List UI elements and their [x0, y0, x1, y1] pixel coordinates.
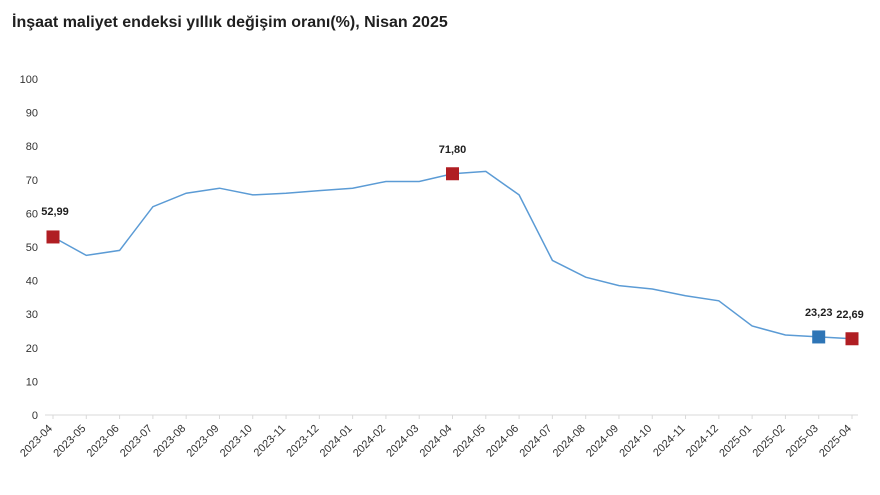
highlight-marker	[46, 230, 60, 244]
y-tick-label: 60	[26, 208, 38, 220]
data-label: 22,69	[836, 309, 864, 321]
x-tick-label: 2023-08	[151, 423, 188, 460]
x-tick-label: 2023-07	[118, 423, 155, 460]
x-tick-label: 2024-02	[351, 423, 388, 460]
y-tick-label: 0	[32, 410, 38, 422]
x-tick-label: 2024-10	[617, 423, 654, 460]
x-tick-label: 2023-06	[85, 423, 122, 460]
x-tick-label: 2025-02	[751, 423, 788, 460]
y-tick-label: 20	[26, 343, 38, 355]
x-tick-label: 2023-09	[185, 423, 222, 460]
x-tick-label: 2023-11	[252, 423, 288, 459]
y-tick-label: 30	[26, 309, 38, 321]
x-tick-label: 2024-09	[584, 423, 621, 460]
x-tick-label: 2024-05	[451, 423, 488, 460]
y-tick-label: 50	[26, 242, 38, 254]
x-tick-label: 2023-04	[18, 423, 55, 460]
x-tick-label: 2023-05	[51, 423, 88, 460]
y-tick-label: 40	[26, 276, 38, 288]
y-tick-label: 10	[26, 376, 38, 388]
x-tick-label: 2025-04	[817, 423, 854, 460]
chart-title: İnşaat maliyet endeksi yıllık değişim or…	[12, 14, 448, 31]
x-tick-label: 2025-01	[717, 423, 754, 460]
data-label: 52,99	[41, 206, 69, 218]
x-tick-label: 2024-07	[517, 423, 554, 460]
y-tick-label: 90	[26, 108, 38, 120]
series-line	[52, 170, 853, 340]
x-tick-label: 2024-11	[651, 423, 687, 459]
x-tick-label: 2024-08	[551, 423, 588, 460]
x-tick-label: 2024-04	[418, 423, 455, 460]
y-tick-label: 80	[26, 141, 38, 153]
x-tick-label: 2024-01	[318, 423, 355, 460]
plot-area: 52,99 71,80 23,23 22,69	[41, 144, 864, 346]
y-tick-label: 70	[26, 175, 38, 187]
x-tick-label: 2024-06	[484, 423, 521, 460]
highlight-marker	[845, 332, 859, 346]
y-tick-label: 100	[20, 74, 38, 86]
x-tick-label: 2023-10	[218, 423, 255, 460]
x-tick-label: 2024-12	[684, 423, 721, 460]
data-label: 71,80	[439, 144, 467, 156]
highlight-marker	[812, 330, 826, 344]
x-axis: 2023-042023-052023-062023-072023-082023-…	[18, 414, 858, 460]
x-tick-label: 2023-12	[284, 423, 321, 460]
x-tick-label: 2025-03	[784, 423, 821, 460]
highlight-marker	[446, 167, 459, 181]
data-label: 23,23	[805, 307, 833, 319]
x-tick-label: 2024-03	[384, 423, 421, 460]
y-axis: 0 10 20 30 40 50 60 70 80 90 100	[20, 74, 38, 422]
